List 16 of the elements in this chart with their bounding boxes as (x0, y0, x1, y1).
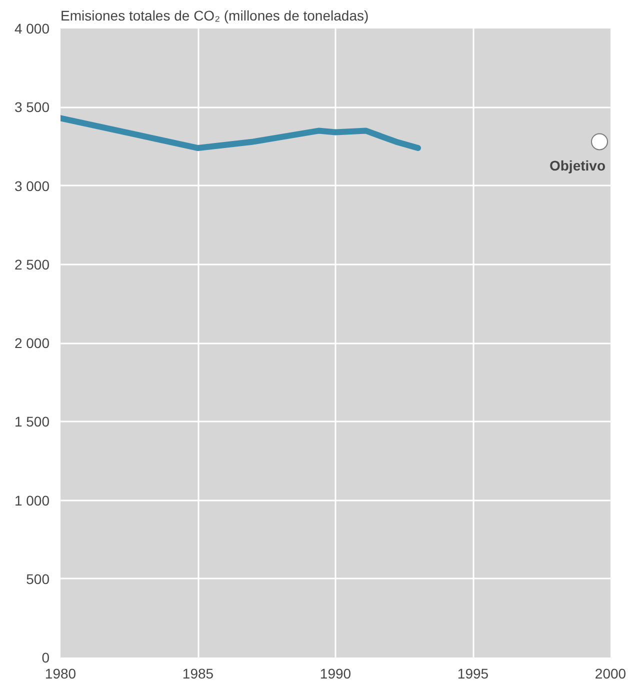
y-tick-label: 500 (26, 570, 50, 587)
y-tick-label: 1 000 (14, 492, 50, 508)
y-tick-label: 4 000 (14, 20, 50, 36)
y-tick-label: 0 (42, 650, 50, 666)
annotation: Objetivo (549, 158, 606, 174)
chart-title: Emisiones totales de CO₂ (millones de toneladas) (60, 8, 369, 24)
x-tick-label: 1990 (320, 666, 352, 682)
x-tick-label: 1980 (44, 666, 76, 682)
y-tick-label: 2 000 (14, 335, 50, 351)
y-tick-label: 3 000 (14, 178, 50, 194)
y-tick-label: 3 500 (14, 99, 50, 116)
y-tick-label: 2 500 (14, 256, 50, 272)
x-tick-label: 1985 (182, 666, 214, 682)
x-tick-label: 2000 (594, 666, 626, 682)
x-tick-label: 1995 (457, 666, 489, 682)
y-tick-label: 1 500 (14, 414, 50, 430)
